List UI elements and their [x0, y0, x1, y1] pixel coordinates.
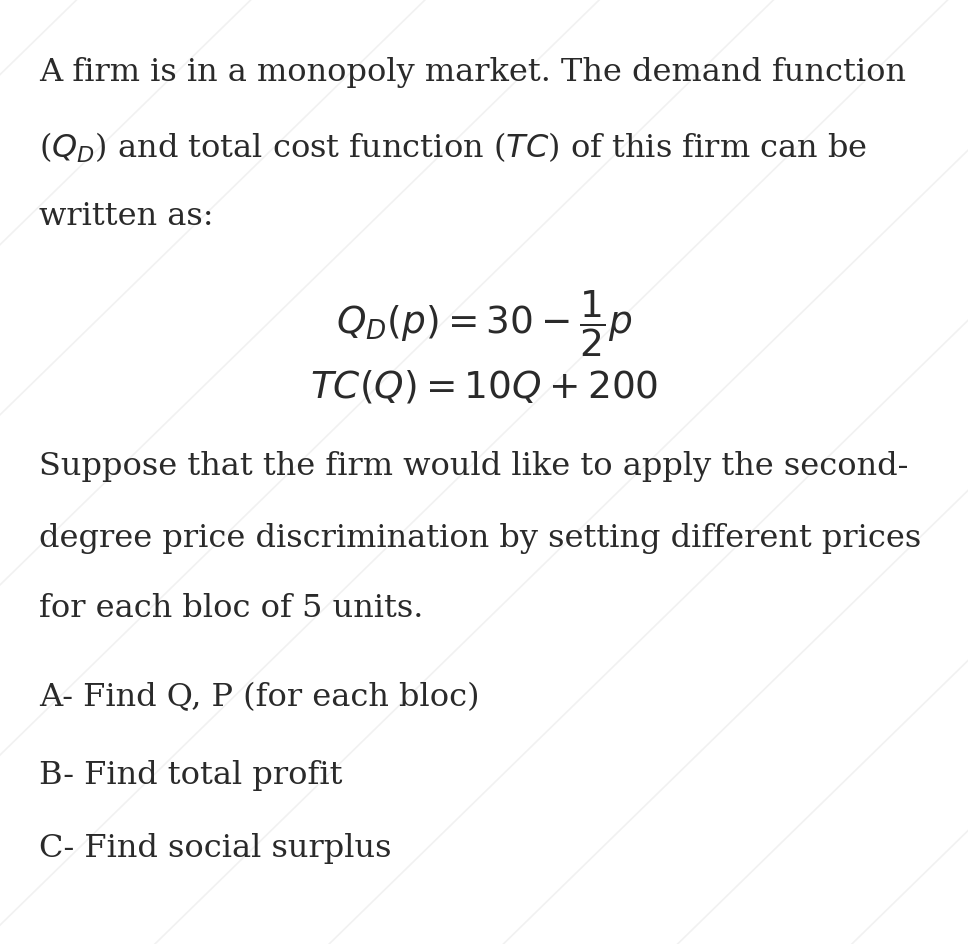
Text: $Q_D(p) = 30 - \dfrac{1}{2}p$: $Q_D(p) = 30 - \dfrac{1}{2}p$: [336, 288, 632, 359]
Text: C- Find social surplus: C- Find social surplus: [39, 833, 391, 864]
Text: $TC(Q) = 10Q + 200$: $TC(Q) = 10Q + 200$: [310, 368, 658, 405]
Text: ($Q_D$) and total cost function ($TC$) of this firm can be: ($Q_D$) and total cost function ($TC$) o…: [39, 130, 867, 164]
Text: Suppose that the firm would like to apply the second-: Suppose that the firm would like to appl…: [39, 450, 908, 481]
Text: written as:: written as:: [39, 201, 213, 232]
Text: B- Find total profit: B- Find total profit: [39, 759, 343, 790]
Text: degree price discrimination by setting different prices: degree price discrimination by setting d…: [39, 522, 921, 553]
Text: for each bloc of 5 units.: for each bloc of 5 units.: [39, 593, 423, 624]
Text: A- Find Q, P (for each bloc): A- Find Q, P (for each bloc): [39, 682, 479, 713]
Text: A firm is in a monopoly market. The demand function: A firm is in a monopoly market. The dema…: [39, 57, 906, 88]
